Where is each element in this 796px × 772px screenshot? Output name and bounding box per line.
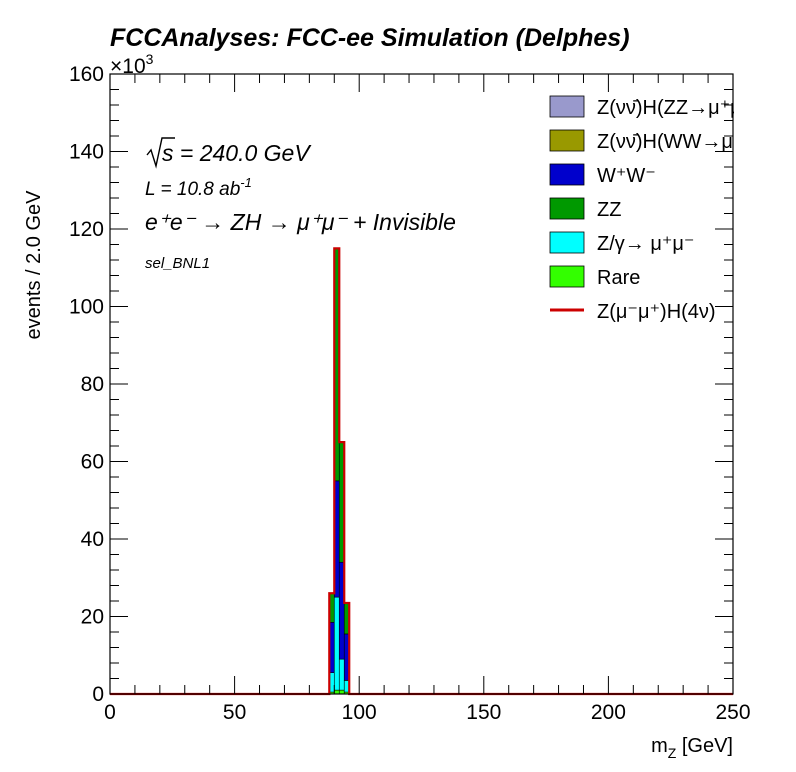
legend-swatch [549, 265, 585, 288]
legend-label: Z(νν̄)H(WW→μ⁺νμ⁻ν̄) [597, 131, 792, 153]
legend-label: W⁺W⁻ [597, 165, 656, 187]
chart-title: FCCAnalyses: FCC-ee Simulation (Delphes) [110, 24, 630, 52]
y-tick-label: 60 [81, 451, 104, 474]
annotation-sqrt-s: s = 240.0 GeV [146, 137, 312, 169]
legend: Z(νν̄)H(ZZ→μ⁺μ⁻νν̄) Z(νν̄)H(WW→μ⁺νμ⁻ν̄) W⁺… [549, 95, 792, 323]
legend-label: Z(μ⁻μ⁺)H(4ν) [597, 301, 716, 323]
annotation-process: e⁺e⁻ → ZH → μ⁺μ⁻ + Invisible [145, 209, 456, 235]
y-tick-label: 20 [81, 606, 104, 629]
legend-label: Rare [597, 267, 640, 289]
y-axis-ticks: 0 20 40 60 80 100 120 140 160 [69, 63, 733, 706]
y-tick-label: 120 [69, 218, 104, 241]
sqrt-symbol [146, 137, 175, 169]
x-tick-label: 200 [591, 701, 626, 724]
legend-swatch [549, 163, 585, 186]
legend-label: Z/γ→ μ⁺μ⁻ [597, 233, 695, 255]
legend-swatch [549, 95, 585, 118]
y-tick-label: 40 [81, 528, 104, 551]
signal-line [110, 247, 733, 696]
y-axis-label: events / 2.0 GeV [23, 190, 45, 340]
x-axis-label: mZ [GeV] [651, 735, 733, 761]
signal-histogram-line [110, 247, 733, 696]
x-tick-label: 250 [715, 701, 750, 724]
x-tick-label: 100 [342, 701, 377, 724]
legend-label: Z(νν̄)H(ZZ→μ⁺μ⁻νν̄) [597, 97, 779, 119]
annotation-luminosity: L = 10.8 ab-1 [145, 175, 252, 200]
y-tick-label: 80 [81, 373, 104, 396]
legend-swatch [549, 231, 585, 254]
legend-label: ZZ [597, 199, 621, 221]
y-tick-label: 140 [69, 141, 104, 164]
x-tick-label: 0 [104, 701, 116, 724]
svg-text:s = 240.0 GeV: s = 240.0 GeV [162, 140, 312, 166]
annotation-selection: sel_BNL1 [145, 255, 210, 272]
legend-swatch [549, 129, 585, 152]
x-axis-ticks: 0 50 100 150 200 250 [104, 74, 751, 724]
y-tick-label: 100 [69, 296, 104, 319]
bar-segment [338, 658, 345, 691]
y-tick-label: 0 [92, 683, 104, 706]
legend-swatch [549, 197, 585, 220]
y-axis-exponent: ×103 [110, 51, 154, 78]
x-tick-label: 50 [223, 701, 246, 724]
bar-segment [333, 596, 340, 691]
y-tick-label: 160 [69, 63, 104, 86]
x-tick-label: 150 [466, 701, 501, 724]
